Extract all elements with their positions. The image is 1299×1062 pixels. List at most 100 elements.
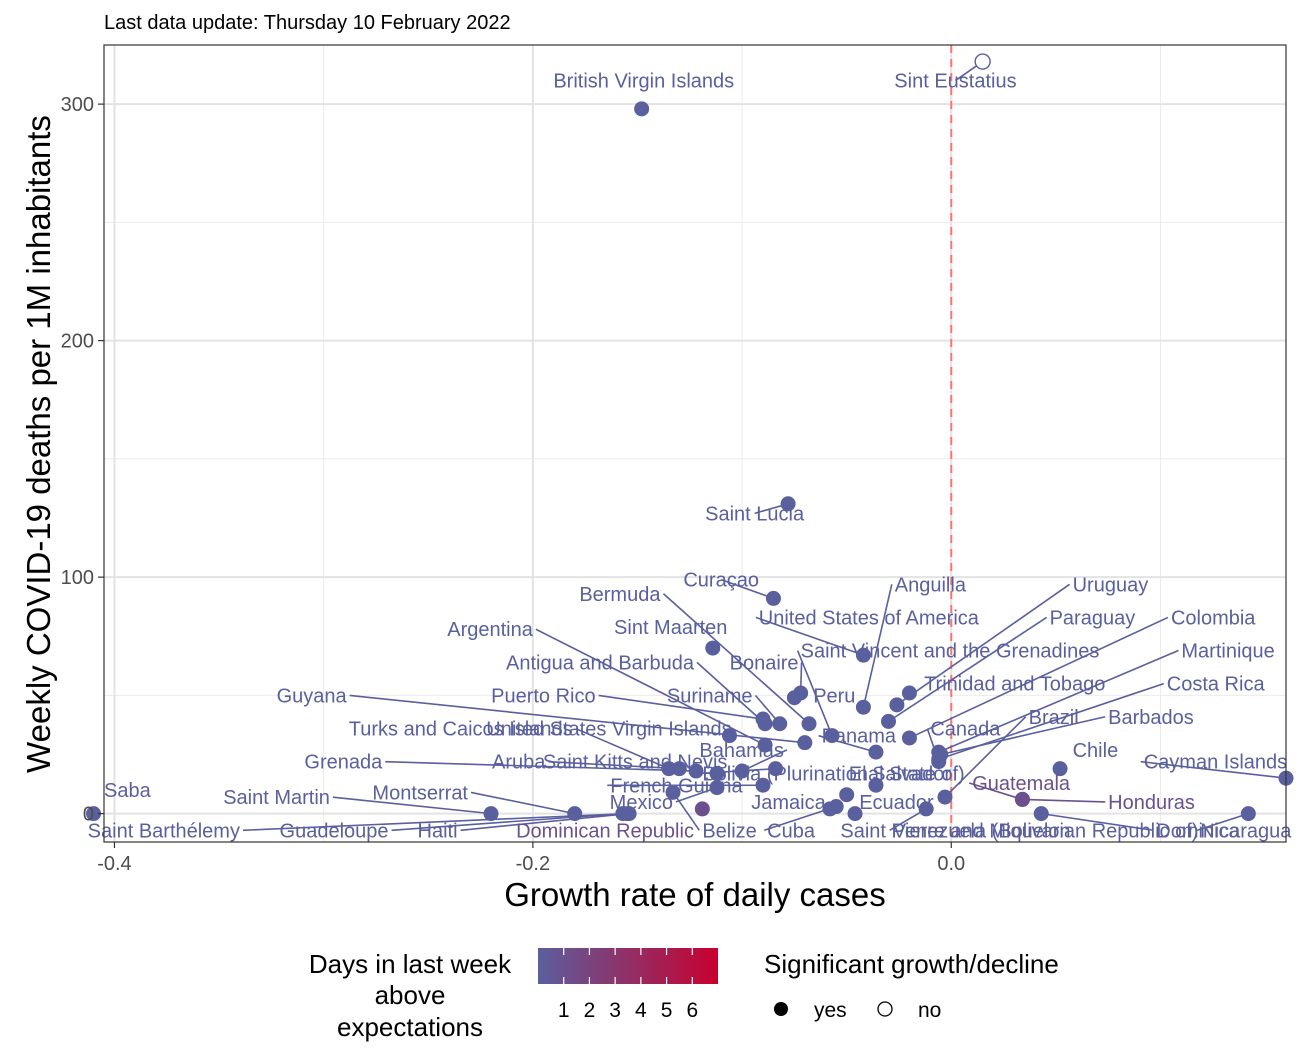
leader-dominica [1041,812,1154,832]
label-puerto-rico: Puerto Rico [491,685,596,707]
y-axis-ticks: 0 100 200 300 [61,94,104,826]
point-guyana [797,735,813,751]
legend-color-title-line-2: above [375,980,446,1010]
point-aruba [671,761,687,777]
label-bolivia-plurinational-state-of: Bolivia (Plurinational State of) [702,764,964,786]
label-guatemala: Guatemala [972,773,1071,795]
leader-saint-vincent-and-the-grenadines [796,650,833,736]
label-bermuda: Bermuda [579,584,661,606]
leader-anguilla [862,584,893,708]
y-tick-label: 100 [61,567,94,589]
label-saint-pierre-and-miquelon: Saint Pierre and Miquelon [840,820,1070,842]
point-barbados [933,746,949,762]
legend-shape-yes-icon [774,1002,788,1016]
data-points [86,53,1294,822]
point-belize [665,784,681,800]
label-anguilla: Anguilla [895,574,967,596]
leader-turks-and-caicos-islands [575,727,670,770]
leader-bermuda [662,593,810,725]
point-grenada [688,763,704,779]
leader-saint-martin [332,796,492,815]
legend-shape-title: Significant growth/decline [764,949,1059,979]
label-colombia: Colombia [1171,607,1256,629]
chart-subtitle: Last data update: Thursday 10 February 2… [104,12,511,34]
label-bonaire: Bonaire [730,652,799,674]
x-axis-ticks: -0.4 -0.2 0.0 [97,842,965,875]
label-saint-vincent-and-the-grenadines: Saint Vincent and the Grenadines [801,641,1100,663]
label-haiti: Haiti [418,820,458,842]
leader-guatemala [968,782,1023,801]
leader-aruba [548,760,680,770]
point-french-guiana [755,777,771,793]
point-puerto-rico [755,711,771,727]
label-ecuador: Ecuador [859,792,934,814]
point-saint-pierre-and-miquelon [822,801,838,817]
point-saint-martin [483,806,499,822]
label-saint-martin: Saint Martin [223,787,330,809]
y-tick-label: 0 [83,804,94,826]
label-antigua-and-barbuda: Antigua and Barbuda [506,652,695,674]
label-turks-and-caicos-islands: Turks and Caicos Islands [349,719,573,741]
label-peru: Peru [813,685,855,707]
point-montserrat [567,806,583,822]
leader-martinique [938,649,1179,753]
leader-uruguay [896,583,1071,706]
label-argentina: Argentina [447,619,533,641]
label-honduras: Honduras [1108,792,1195,814]
label-jamaica: Jamaica [751,792,826,814]
label-costa-rica: Costa Rica [1167,674,1266,696]
leader-grenada [385,760,697,772]
label-uruguay: Uruguay [1073,574,1149,596]
leader-saint-barthelemy [242,812,628,832]
point-curacao [765,590,781,606]
point-saba [86,806,102,822]
y-tick-label: 200 [61,331,94,353]
leader-curacao [720,578,774,600]
point-united-states-virgin-islands [722,728,738,744]
point-dominican-republic [694,801,710,817]
x-tick-label: -0.2 [516,853,550,875]
label-bahamas: Bahamas [699,740,784,762]
label-united-states-of-america: United States of America [759,607,980,629]
label-british-virgin-islands: British Virgin Islands [553,71,734,93]
x-tick-label: 0.0 [937,853,965,875]
label-el-salvador: El Salvador [849,764,952,786]
label-grenada: Grenada [304,752,383,774]
point-honduras [1014,791,1030,807]
leader-guadeloupe [391,812,623,832]
point-anguilla [855,699,871,715]
label-sint-eustatius: Sint Eustatius [894,71,1016,93]
point-brazil [937,789,953,805]
point-turks-and-caicos-islands [661,761,677,777]
point-saint-lucia [780,496,796,512]
colorbar-tick-label: 5 [661,999,673,1022]
label-dominican-republic: Dominican Republic [516,820,694,842]
leader-nicaragua [1196,812,1249,832]
leader-haiti [460,812,630,832]
label-canada: Canada [930,719,1001,741]
legend-shape-yes-label: yes [814,999,847,1022]
colorbar-tick-label: 6 [686,999,698,1022]
point-dominica [1033,806,1049,822]
point-british-virgin-islands [634,101,650,117]
legend-colorbar [538,948,718,984]
label-belize: Belize [702,820,756,842]
point-ecuador [847,806,863,822]
point-united-states-of-america [855,647,871,663]
label-barbados: Barbados [1108,707,1194,729]
point-chile [1052,761,1068,777]
point-nicaragua [1240,806,1256,822]
label-dominica: Dominica [1156,820,1240,842]
leader-honduras [1022,798,1106,803]
label-chile: Chile [1073,740,1119,762]
label-saint-lucia: Saint Lucia [705,503,805,525]
leader-antigua-and-barbuda [696,661,766,725]
legend-color-title-line-3: expectations [337,1012,483,1042]
leader-montserrat [470,791,575,815]
point-bermuda [801,716,817,732]
point-sint-eustatius [974,53,991,70]
point-venezuela-bolivarian-republic-of [918,801,934,817]
leader-puerto-rico [598,694,764,720]
